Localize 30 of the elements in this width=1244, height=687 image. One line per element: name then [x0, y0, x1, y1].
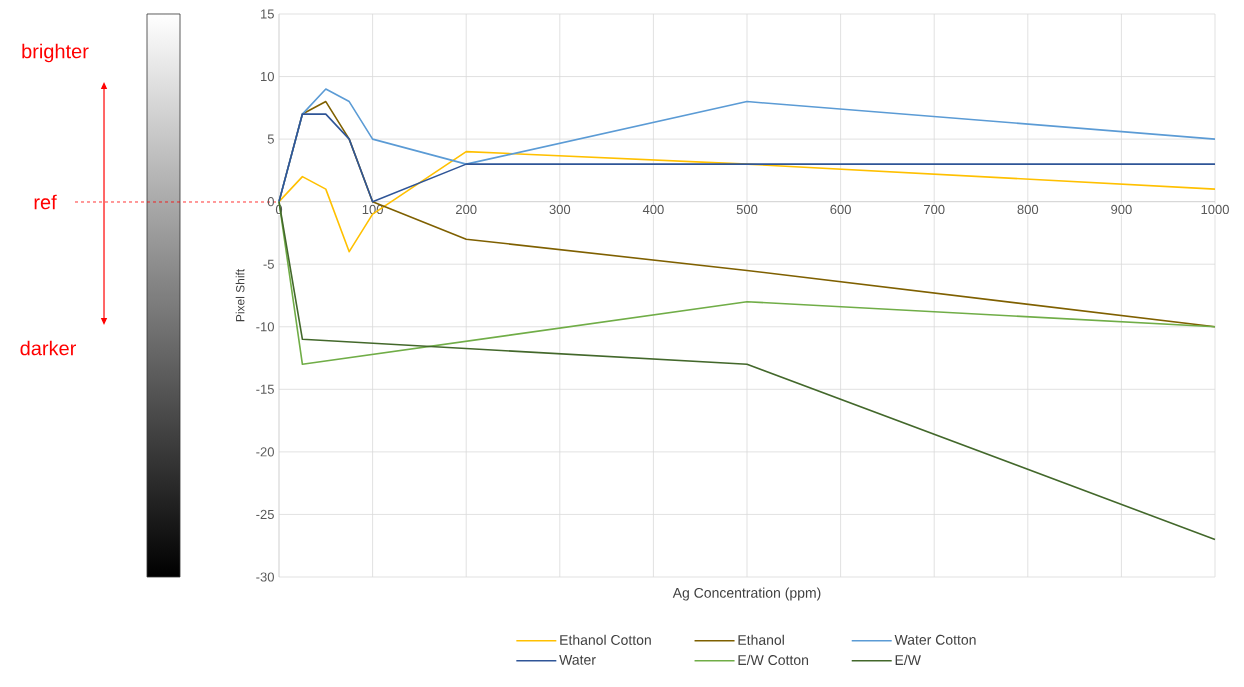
y-axis-title: Pixel Shift [235, 268, 245, 322]
legend-label: E/W [895, 654, 921, 666]
y-tick-label: -30 [256, 572, 274, 582]
x-tick-label: 500 [736, 204, 758, 215]
text: brighter [22, 43, 89, 63]
x-tick-label: 600 [830, 204, 851, 215]
x-tick-label: 800 [1017, 204, 1039, 215]
text: darker [20, 340, 77, 356]
x-tick-label: 700 [924, 204, 945, 215]
y-tick-label: -5 [263, 259, 274, 269]
legend-label: Ethanol Cotton [560, 634, 651, 645]
y-tick-label: 15 [261, 9, 274, 19]
legend-label: Water Cotton [894, 634, 976, 645]
y-tick-label: -25 [256, 509, 274, 520]
legend-label: Ethanol [738, 634, 784, 645]
y-tick-label: 0 [267, 197, 274, 207]
text: ref [34, 194, 57, 210]
x-tick-label: 400 [642, 204, 664, 215]
x-axis-title: Ag Concentration (ppm) [672, 587, 821, 601]
y-tick-label: 5 [267, 134, 274, 144]
y-tick-label: -10 [256, 322, 274, 332]
x-tick-label: 300 [549, 204, 571, 215]
legend-label: Water [559, 655, 596, 665]
legend-label: E/W Cotton [738, 654, 809, 666]
x-tick-label: 200 [456, 204, 477, 215]
x-tick-label: 1000 [1201, 204, 1229, 215]
y-tick-label: 10 [261, 71, 274, 82]
y-tick-label: -20 [256, 447, 274, 457]
y-tick-label: -15 [256, 384, 274, 394]
x-tick-label: 900 [1111, 204, 1132, 215]
